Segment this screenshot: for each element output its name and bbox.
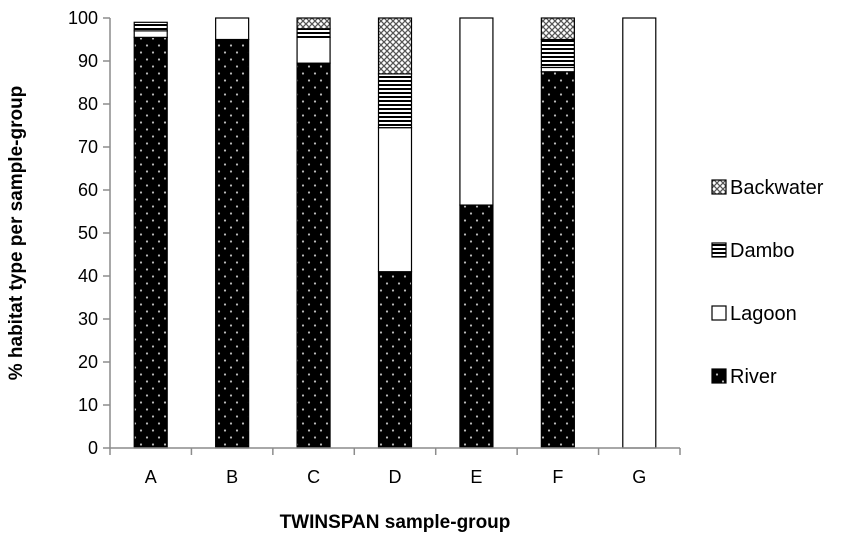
y-tick-label: 90 — [78, 51, 98, 71]
y-tick-label: 20 — [78, 352, 98, 372]
x-axis-title: TWINSPAN sample-group — [280, 512, 511, 533]
bar-segment-lagoon — [133, 30, 168, 38]
legend-item-dambo: Dambo — [711, 240, 794, 262]
bar-group — [377, 17, 413, 449]
bar-segment-lagoon — [622, 17, 657, 449]
y-tick-label: 10 — [78, 395, 98, 415]
bar-segment-backwater — [377, 17, 413, 75]
x-tick-label: E — [470, 467, 482, 487]
bar-segment-backwater — [296, 17, 331, 30]
x-tick-label: A — [145, 467, 157, 487]
legend-item-lagoon: Lagoon — [711, 303, 797, 325]
y-tick-label: 30 — [78, 309, 98, 329]
bar-segment-river — [377, 271, 413, 449]
legend: Backwater Dambo Lagoon River — [711, 177, 824, 388]
bar-segment-dambo — [377, 73, 413, 129]
y-tick-label: 40 — [78, 266, 98, 286]
bar-segment-river — [133, 36, 168, 449]
legend-swatch — [711, 368, 727, 384]
bar-segment-dambo — [296, 28, 331, 38]
legend-item-river: River — [711, 366, 777, 388]
legend-swatch — [711, 242, 727, 258]
y-axis-title: % habitat type per sample-group — [6, 86, 27, 381]
legend-label: Lagoon — [730, 303, 797, 325]
x-tick-label: B — [226, 467, 238, 487]
bar-segment-lagoon — [459, 17, 494, 206]
y-tick-label: 100 — [68, 8, 98, 28]
bar-segment-river — [215, 38, 250, 449]
bar-segment-river — [540, 71, 575, 449]
bar-segment-dambo — [133, 21, 168, 32]
bar-segment-backwater — [540, 17, 575, 41]
x-tick-label: D — [389, 467, 402, 487]
y-tick-label: 80 — [78, 94, 98, 114]
y-tick-label: 50 — [78, 223, 98, 243]
legend-label: Backwater — [730, 177, 824, 199]
bar-group — [459, 17, 494, 449]
bar-segment-dambo — [540, 38, 575, 69]
bar-group — [622, 17, 657, 449]
bar-segment-river — [296, 62, 331, 449]
bar-group — [296, 17, 331, 449]
x-tick-label: F — [552, 467, 563, 487]
bar-group — [215, 17, 250, 449]
x-tick-label: C — [307, 467, 320, 487]
y-tick-label: 60 — [78, 180, 98, 200]
y-tick-label: 70 — [78, 137, 98, 157]
bar-segment-lagoon — [540, 66, 575, 73]
bar-group — [540, 17, 575, 449]
legend-swatch — [711, 179, 727, 195]
legend-swatch — [711, 305, 727, 321]
legend-label: River — [730, 366, 777, 388]
bar-segment-lagoon — [215, 17, 250, 41]
legend-label: Dambo — [730, 240, 794, 262]
x-tick-label: G — [632, 467, 646, 487]
y-tick-label: 0 — [88, 438, 98, 458]
bar-segment-lagoon — [377, 127, 413, 273]
bar-group — [133, 21, 168, 449]
bar-segment-river — [459, 204, 494, 449]
legend-item-backwater: Backwater — [711, 177, 824, 199]
bar-segment-lagoon — [296, 36, 331, 64]
